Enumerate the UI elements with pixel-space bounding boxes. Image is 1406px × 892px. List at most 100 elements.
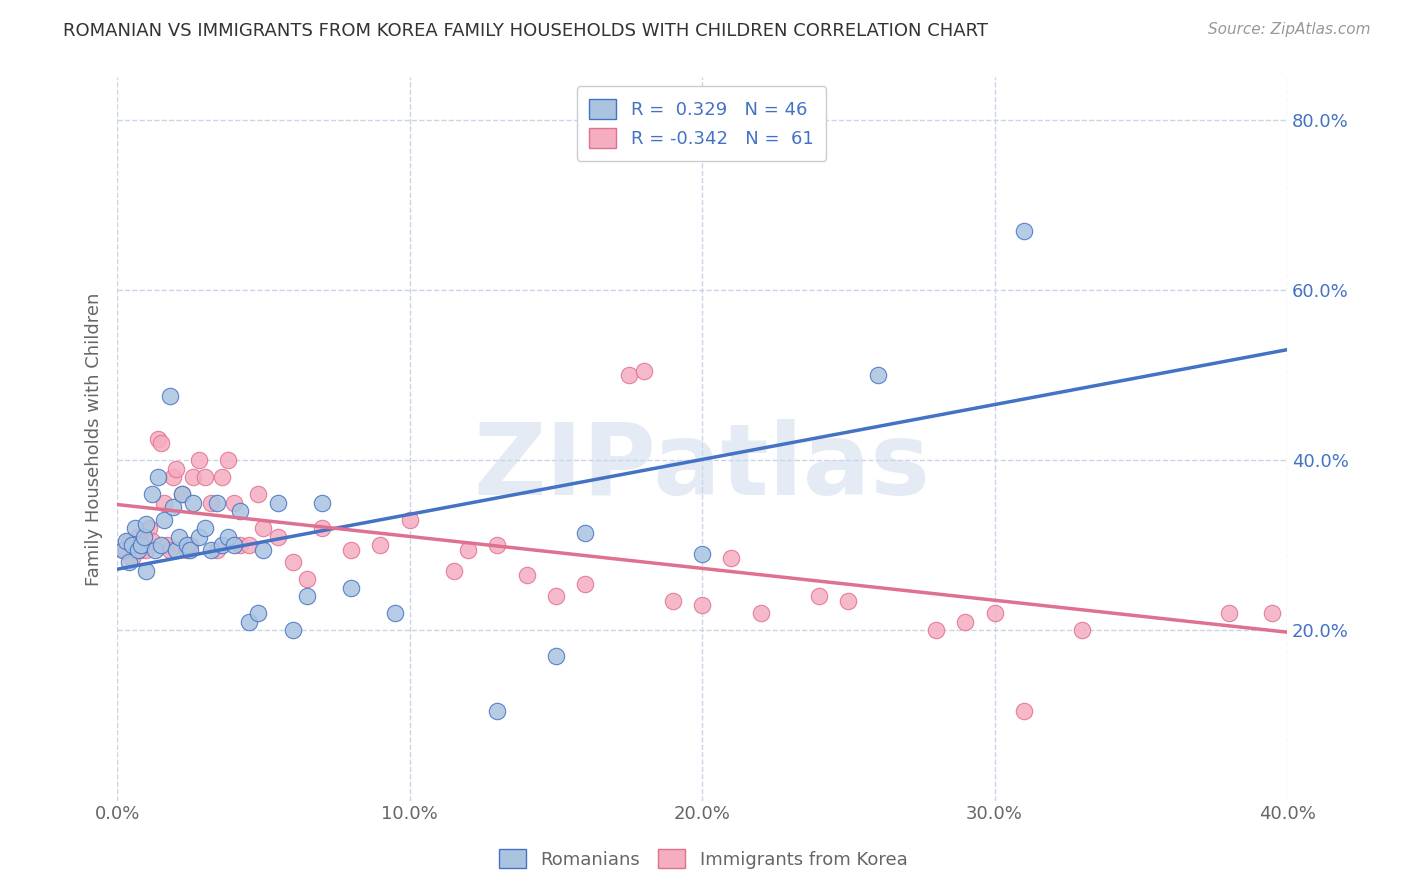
Point: [179, 538, 201, 552]
Point: [170, 487, 193, 501]
Point: [200, 496, 222, 510]
Legend: Romanians, Immigrants from Korea: Romanians, Immigrants from Korea: [492, 841, 914, 876]
Point: [167, 530, 190, 544]
Point: [121, 538, 143, 552]
Point: [837, 593, 859, 607]
Point: [1012, 704, 1035, 718]
Point: [115, 542, 138, 557]
Point: [176, 542, 198, 557]
Point: [159, 542, 181, 557]
Point: [127, 530, 149, 544]
Point: [211, 470, 233, 484]
Point: [281, 624, 304, 638]
Point: [141, 534, 163, 549]
Legend: R =  0.329   N = 46, R = -0.342   N =  61: R = 0.329 N = 46, R = -0.342 N = 61: [576, 87, 827, 161]
Point: [925, 624, 948, 638]
Point: [486, 704, 509, 718]
Point: [574, 576, 596, 591]
Point: [112, 542, 135, 557]
Point: [983, 607, 1005, 621]
Point: [224, 496, 246, 510]
Point: [127, 542, 149, 557]
Point: [866, 368, 889, 383]
Point: [188, 530, 211, 544]
Point: [662, 593, 685, 607]
Point: [194, 521, 217, 535]
Point: [340, 542, 363, 557]
Point: [486, 538, 509, 552]
Point: [129, 538, 152, 552]
Point: [252, 521, 274, 535]
Point: [135, 564, 157, 578]
Point: [124, 521, 146, 535]
Point: [118, 555, 141, 569]
Point: [205, 496, 228, 510]
Point: [165, 542, 187, 557]
Point: [690, 598, 713, 612]
Text: Source: ZipAtlas.com: Source: ZipAtlas.com: [1208, 22, 1371, 37]
Point: [267, 496, 290, 510]
Point: [238, 538, 260, 552]
Point: [217, 530, 239, 544]
Point: [112, 542, 135, 557]
Point: [176, 538, 198, 552]
Y-axis label: Family Households with Children: Family Households with Children: [86, 293, 103, 586]
Point: [150, 436, 173, 450]
Point: [138, 521, 160, 535]
Point: [516, 568, 538, 582]
Point: [749, 607, 772, 621]
Point: [121, 551, 143, 566]
Point: [179, 542, 201, 557]
Point: [281, 555, 304, 569]
Point: [150, 538, 173, 552]
Point: [544, 590, 567, 604]
Point: [252, 542, 274, 557]
Point: [633, 364, 655, 378]
Point: [132, 530, 155, 544]
Point: [229, 504, 252, 518]
Point: [135, 517, 157, 532]
Point: [118, 534, 141, 549]
Point: [340, 581, 363, 595]
Point: [297, 573, 319, 587]
Point: [115, 534, 138, 549]
Point: [617, 368, 640, 383]
Point: [955, 615, 977, 629]
Point: [159, 389, 181, 403]
Point: [165, 462, 187, 476]
Point: [143, 542, 166, 557]
Point: [457, 542, 479, 557]
Point: [162, 500, 184, 514]
Point: [1071, 624, 1094, 638]
Point: [1012, 224, 1035, 238]
Point: [224, 538, 246, 552]
Point: [808, 590, 831, 604]
Point: [574, 525, 596, 540]
Point: [1218, 607, 1240, 621]
Point: [211, 538, 233, 552]
Point: [370, 538, 392, 552]
Point: [720, 551, 742, 566]
Point: [162, 470, 184, 484]
Point: [398, 513, 420, 527]
Point: [246, 607, 269, 621]
Point: [311, 496, 333, 510]
Point: [153, 496, 176, 510]
Point: [181, 496, 204, 510]
Point: [181, 470, 204, 484]
Point: [156, 538, 179, 552]
Point: [297, 590, 319, 604]
Text: ZIPatlas: ZIPatlas: [474, 419, 931, 516]
Point: [129, 542, 152, 557]
Point: [124, 538, 146, 552]
Point: [690, 547, 713, 561]
Text: ROMANIAN VS IMMIGRANTS FROM KOREA FAMILY HOUSEHOLDS WITH CHILDREN CORRELATION CH: ROMANIAN VS IMMIGRANTS FROM KOREA FAMILY…: [63, 22, 988, 40]
Point: [384, 607, 406, 621]
Point: [135, 542, 157, 557]
Point: [544, 648, 567, 663]
Point: [246, 487, 269, 501]
Point: [132, 534, 155, 549]
Point: [170, 487, 193, 501]
Point: [1261, 607, 1284, 621]
Point: [194, 470, 217, 484]
